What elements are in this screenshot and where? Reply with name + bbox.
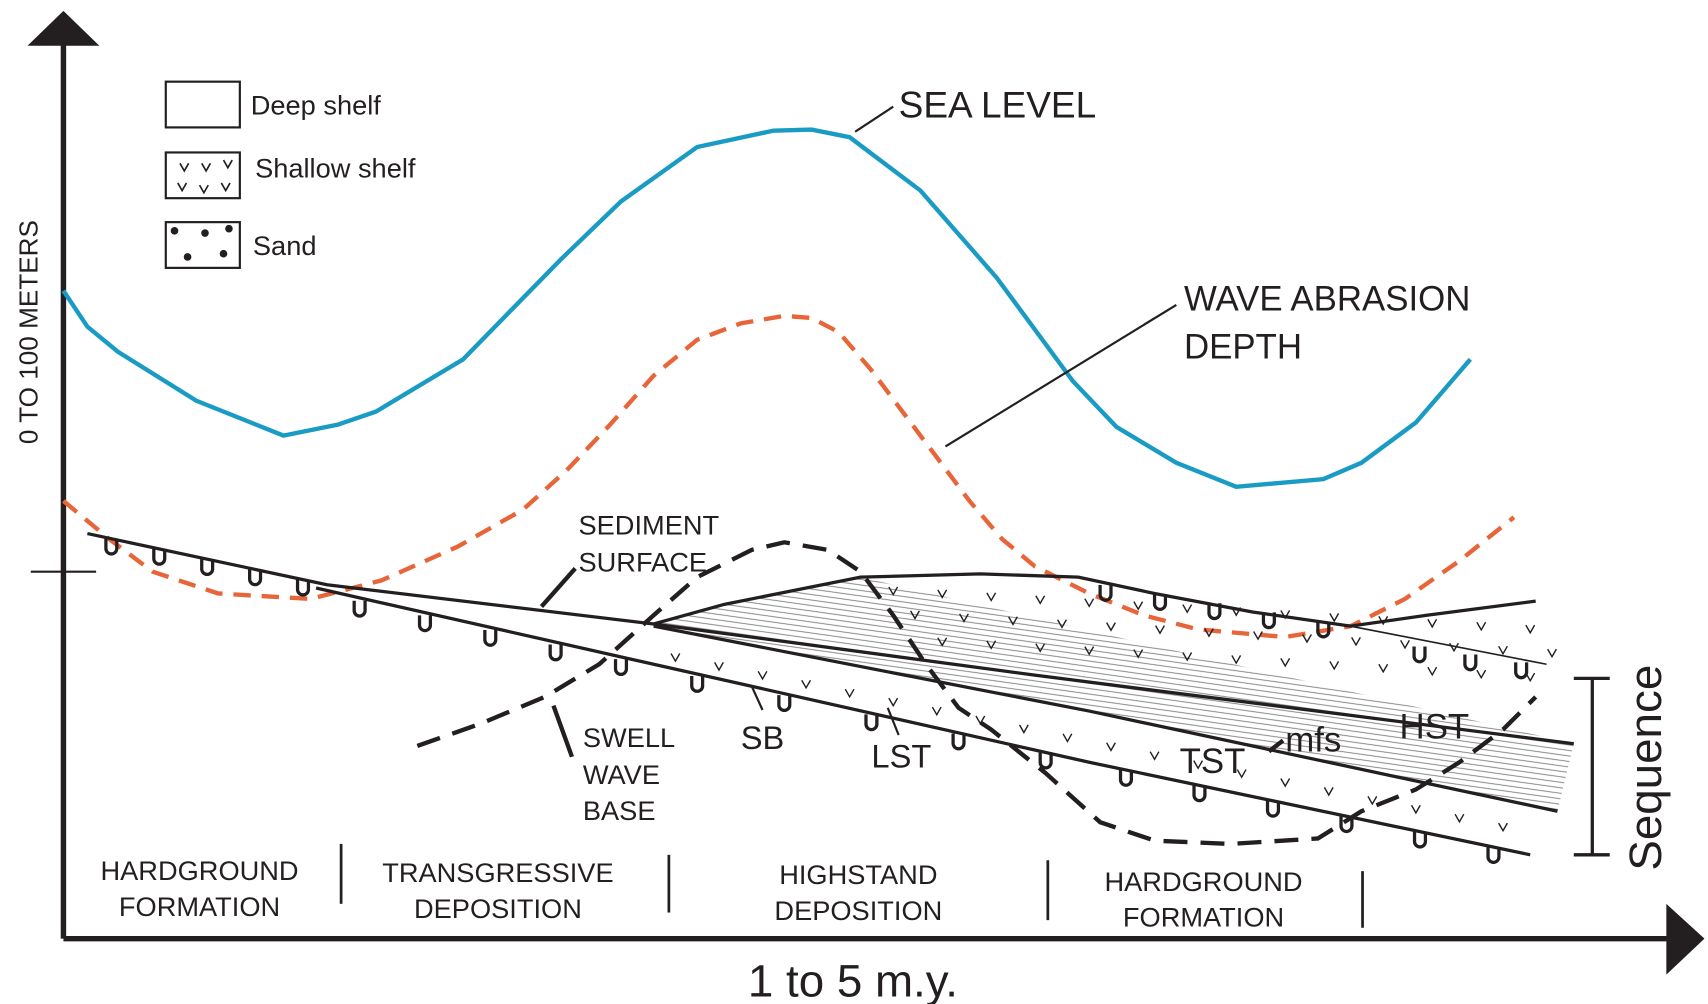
phase-label: DEPOSITION — [774, 895, 942, 926]
phase-label: HIGHSTAND — [779, 859, 937, 890]
hardground-hook — [250, 569, 261, 584]
v-mark — [1477, 670, 1486, 678]
phase-label: FORMATION — [1123, 902, 1284, 933]
v-mark — [1352, 637, 1361, 645]
v-mark — [1020, 725, 1029, 733]
lst-label: LST — [871, 738, 931, 775]
v-mark — [1232, 655, 1241, 663]
hardground-hook — [866, 714, 877, 729]
leader-line — [945, 305, 1176, 447]
hardground-hook — [953, 734, 964, 749]
phase-label: TRANSGRESSIVE — [382, 857, 613, 888]
v-mark — [1477, 622, 1486, 630]
phase-label: HARDGROUND — [1105, 866, 1303, 897]
v-mark — [845, 689, 854, 697]
hardground-hook — [550, 645, 561, 660]
v-mark — [1330, 661, 1339, 669]
sediment-surface-label: SURFACE — [578, 547, 707, 578]
hardground-hook — [485, 630, 496, 645]
v-mark — [1548, 649, 1557, 657]
phase-label: HARDGROUND — [101, 855, 299, 886]
hardground-hook — [1121, 770, 1132, 785]
hardground-hook — [779, 695, 790, 710]
v-mark — [671, 653, 680, 661]
wave-abrasion-label: WAVE ABRASION — [1184, 279, 1470, 318]
hardground-hook — [1040, 753, 1051, 768]
legend-swatch-deep — [166, 82, 240, 128]
legend-label: Deep shelf — [251, 89, 382, 120]
y-arrow — [27, 11, 99, 46]
v-mark — [1036, 596, 1045, 604]
v-mark — [1455, 814, 1464, 822]
hardground-hook — [692, 676, 703, 691]
hardground-hook — [298, 580, 309, 595]
sediment-surface-label: SEDIMENT — [578, 510, 719, 541]
v-mark — [1134, 602, 1143, 610]
v-mark — [1156, 626, 1165, 634]
swell-wave-base-label: SWELL — [583, 722, 675, 753]
hst-label: HST — [1400, 707, 1470, 746]
v-mark — [1379, 664, 1388, 672]
y-axis-label: 0 TO 100 METERS — [13, 220, 43, 444]
leader-line — [855, 107, 893, 132]
hardground-hook — [1465, 654, 1476, 669]
x-axis-label: 1 to 5 m.y. — [748, 955, 958, 1004]
legend-label: Sand — [253, 230, 317, 261]
v-mark — [715, 662, 724, 670]
v-mark — [1324, 787, 1333, 795]
v-mark — [1107, 743, 1116, 751]
sea-level-label: SEA LEVEL — [899, 84, 1097, 126]
mfs-label: mfs — [1285, 720, 1341, 759]
v-mark — [987, 593, 996, 601]
v-mark — [889, 698, 898, 706]
hardground-hook — [1516, 662, 1527, 677]
v-mark — [1281, 658, 1290, 666]
hardground-hook — [1414, 646, 1425, 661]
v-mark — [1428, 619, 1437, 627]
v-mark — [1183, 605, 1192, 613]
v-mark — [1428, 667, 1437, 675]
hardground-hook — [1268, 801, 1279, 816]
v-mark — [1526, 625, 1535, 633]
v-mark — [1412, 805, 1421, 813]
v-mark — [1107, 623, 1116, 631]
v-mark — [1281, 778, 1290, 786]
hardground-hook — [616, 659, 627, 674]
v-mark — [1401, 640, 1410, 648]
v-mark — [1330, 613, 1339, 621]
hardground-hook — [202, 559, 213, 574]
v-mark — [1303, 634, 1312, 642]
tst-label: TST — [1180, 742, 1246, 781]
diagram: 0 TO 100 METERS 1 to 5 m.y. Deep shelf S… — [0, 0, 1708, 1004]
v-mark — [1499, 646, 1508, 654]
v-mark — [1085, 599, 1094, 607]
v-mark — [1150, 752, 1159, 760]
x-arrow — [1666, 904, 1704, 975]
legend-label: Shallow shelf — [255, 152, 416, 183]
v-mark — [1526, 673, 1535, 681]
hardground-hook — [1415, 832, 1426, 847]
swell-wave-base-label: WAVE — [583, 759, 660, 790]
v-mark — [1499, 823, 1508, 831]
sequence-bracket — [1574, 678, 1610, 854]
v-mark — [932, 707, 941, 715]
v-mark — [802, 680, 811, 688]
hardground-hook — [1194, 785, 1205, 800]
sb-label: SB — [741, 719, 785, 756]
v-mark — [758, 671, 767, 679]
wave-abrasion-label: DEPTH — [1184, 327, 1302, 366]
hardground-hook — [154, 549, 165, 564]
hardground-hook — [354, 601, 365, 616]
v-mark — [1063, 734, 1072, 742]
swell-wave-base-label: BASE — [583, 795, 656, 826]
hardground-hook — [1155, 594, 1166, 609]
phase-label: DEPOSITION — [414, 893, 582, 924]
hardground-hook — [1488, 847, 1499, 862]
hardground-hook — [420, 615, 431, 630]
phase-label: FORMATION — [119, 891, 280, 922]
v-mark — [1368, 796, 1377, 804]
sequence-label: Sequence — [1620, 665, 1671, 871]
